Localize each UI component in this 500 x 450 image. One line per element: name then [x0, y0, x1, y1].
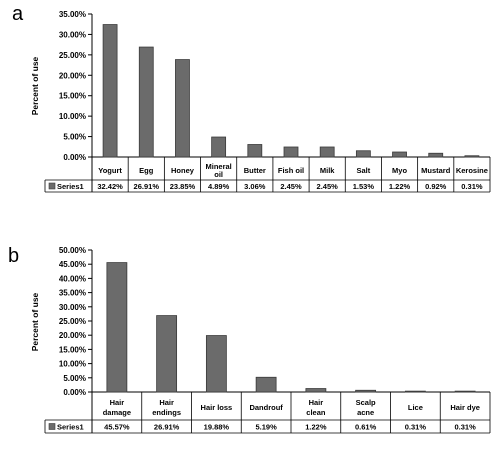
data-table-cell: 1.22%	[389, 182, 411, 191]
x-category-label: Dandrouf	[249, 403, 283, 412]
data-table-cell: 4.89%	[208, 182, 230, 191]
data-table-cell: 0.31%	[461, 182, 483, 191]
y-axis-label: Percent of use	[30, 292, 40, 351]
x-category-label: Myo	[392, 166, 407, 175]
bar	[102, 24, 118, 158]
x-category-label: Hair loss	[201, 403, 233, 412]
x-category-label: Yogurt	[98, 166, 122, 175]
y-tick-label: 40.00%	[59, 274, 86, 283]
y-tick-label: 15.00%	[59, 345, 86, 354]
y-tick-label: 15.00%	[59, 92, 86, 101]
data-table-cell: 0.31%	[405, 423, 427, 432]
x-category-label: acne	[357, 408, 374, 417]
bar	[355, 389, 377, 393]
y-tick-label: 25.00%	[59, 51, 86, 60]
bar	[464, 155, 480, 158]
y-tick-label: 10.00%	[59, 360, 86, 369]
y-tick-label: 5.00%	[63, 374, 86, 383]
x-category-label: endings	[152, 408, 181, 417]
data-table-cell: 23.85%	[170, 182, 196, 191]
data-table-cell: 45.57%	[104, 423, 130, 432]
bar	[355, 150, 371, 158]
legend-swatch	[48, 423, 56, 430]
y-tick-label: 5.00%	[63, 133, 86, 142]
y-tick-label: 50.00%	[59, 246, 86, 255]
data-table-cell: 2.45%	[317, 182, 339, 191]
data-table-cell: 3.06%	[244, 182, 266, 191]
data-table-cell: 19.88%	[204, 423, 230, 432]
x-category-label: clean	[306, 408, 326, 417]
y-tick-label: 30.00%	[59, 30, 86, 39]
data-table-cell: 0.92%	[425, 182, 447, 191]
bar	[404, 390, 426, 393]
bar	[175, 59, 190, 158]
bar	[156, 315, 178, 393]
x-category-label: Egg	[139, 166, 154, 175]
x-category-label: Mustard	[421, 166, 451, 175]
data-table-cell: 1.53%	[353, 182, 375, 191]
legend-series-name: Series1	[57, 423, 84, 432]
x-category-label: Fish oil	[278, 166, 304, 175]
y-tick-label: 35.00%	[59, 10, 86, 19]
x-category-label: Lice	[408, 403, 423, 412]
bar	[283, 146, 299, 158]
x-category-label: Kerosine	[456, 166, 488, 175]
data-table-cell: 26.91%	[134, 182, 160, 191]
y-tick-label: 10.00%	[59, 112, 86, 121]
y-tick-label: 20.00%	[59, 331, 86, 340]
data-table-cell: 0.61%	[355, 423, 377, 432]
bar	[454, 390, 476, 393]
bar	[138, 46, 154, 158]
y-tick-label: 45.00%	[59, 260, 86, 269]
y-tick-label: 25.00%	[59, 317, 86, 326]
panel-label: b	[8, 245, 19, 267]
x-category-label: oil	[214, 170, 223, 179]
x-category-label: Honey	[171, 166, 195, 175]
x-category-label: Hair dye	[450, 403, 480, 412]
bar	[319, 146, 335, 158]
x-category-label: Hair	[110, 398, 125, 407]
x-category-label: Milk	[320, 166, 335, 175]
data-table-cell: 2.45%	[280, 182, 302, 191]
x-category-label: Mineral	[206, 162, 232, 171]
bar	[247, 144, 263, 158]
data-table-cell: 32.42%	[97, 182, 123, 191]
bar	[106, 262, 128, 393]
data-table-cell: 1.22%	[305, 423, 327, 432]
x-category-label: Hair	[309, 398, 324, 407]
x-category-label: Butter	[244, 166, 266, 175]
y-tick-label: 30.00%	[59, 303, 86, 312]
bar	[428, 152, 444, 158]
y-axis-label: Percent of use	[30, 56, 40, 115]
legend-swatch	[48, 182, 56, 190]
y-tick-label: 0.00%	[63, 153, 86, 162]
bar	[211, 136, 227, 158]
x-category-label: Salt	[356, 166, 370, 175]
bar	[305, 388, 327, 393]
y-tick-label: 35.00%	[59, 289, 86, 298]
x-category-label: Hair	[159, 398, 174, 407]
data-table-cell: 26.91%	[154, 423, 180, 432]
y-tick-label: 0.00%	[63, 388, 86, 397]
data-table-cell: 5.19%	[255, 423, 277, 432]
data-table-cell: 0.31%	[454, 423, 476, 432]
x-category-label: Scalp	[356, 398, 376, 407]
x-category-label: damage	[103, 408, 131, 417]
panel-label: a	[12, 3, 24, 25]
legend-series-name: Series1	[57, 182, 84, 191]
y-tick-label: 20.00%	[59, 71, 86, 80]
bar	[205, 335, 227, 393]
bar	[255, 376, 277, 393]
bar	[392, 151, 407, 158]
